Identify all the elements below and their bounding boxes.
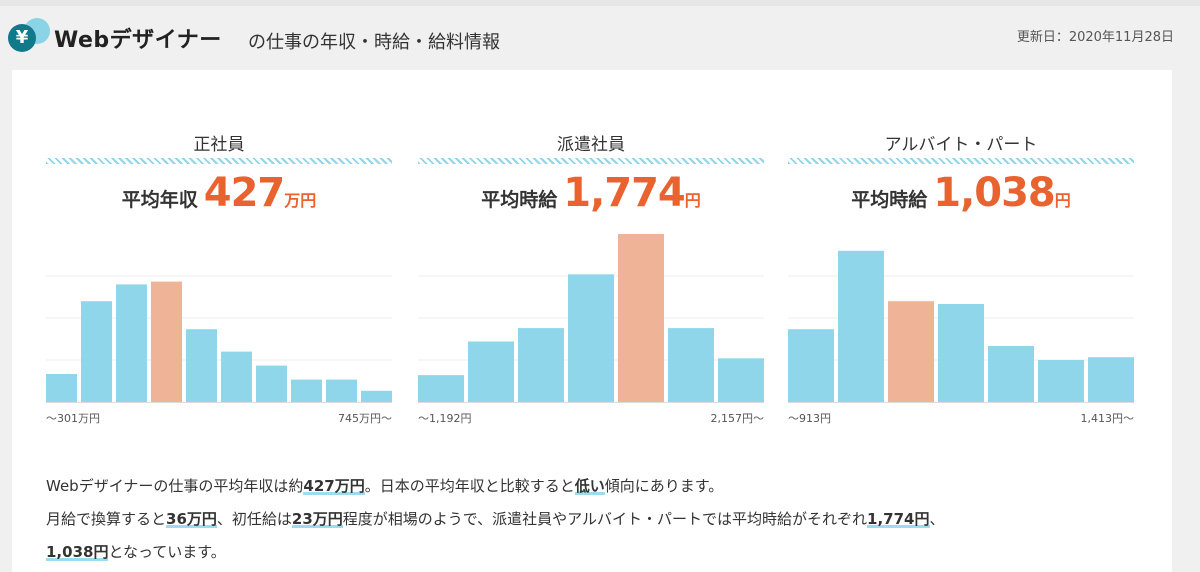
highlight-comparison: 低い (574, 477, 605, 495)
axis-max-label: 1,413円〜 (1080, 412, 1135, 425)
summary-text-span: 、初任給は (216, 510, 292, 528)
histogram-bar (326, 379, 357, 402)
histogram-bar (81, 301, 112, 402)
summary-text-span: 程度が相場のようで、派遣社員やアルバイト・パートでは平均時給がそれぞれ (342, 510, 868, 528)
column-parttime: アルバイト・パート 平均時給 1,038円 〜913円 1,413円〜 (788, 70, 1134, 450)
stripe-divider (788, 158, 1134, 164)
salary-card: 正社員 平均年収 427万円 〜301万円 745万円〜 派遣社員 平均時給 1,7… (12, 70, 1172, 572)
histogram-bar (361, 390, 392, 402)
histogram-bar (468, 341, 514, 402)
summary-text: Webデザイナーの仕事の平均年収は約427万円。日本の平均年収と比較すると低い傾… (46, 470, 1146, 569)
column-dispatch: 派遣社員 平均時給 1,774円 〜1,192円 2,157円〜 (418, 70, 764, 450)
axis-min-label: 〜301万円 (46, 412, 100, 425)
histogram-bar (1088, 357, 1134, 402)
histogram-chart-fulltime (46, 275, 392, 403)
axis-max-label: 745万円〜 (338, 412, 392, 425)
histogram-bar (256, 365, 287, 402)
histogram-bar-average (618, 234, 664, 402)
summary-text-span: Webデザイナーの仕事の平均年収は約 (46, 477, 304, 495)
histogram-bar-average (888, 301, 934, 402)
histogram-bar (186, 329, 217, 402)
page-subtitle: の仕事の年収・時給・給料情報 (248, 32, 500, 53)
average-value: 427 (203, 170, 285, 216)
summary-text-span: 傾向にあります。 (604, 477, 724, 495)
axis-min-label: 〜1,192円 (418, 412, 472, 425)
average-label: 平均年収 (121, 189, 198, 211)
summary-line: 月給で換算すると36万円、初任給は23万円程度が相場のようで、派遣社員やアルバイ… (46, 503, 1146, 536)
histogram-bar (46, 374, 77, 402)
stripe-divider (418, 158, 764, 164)
average-salary: 平均時給 1,774円 (418, 170, 764, 216)
histogram-bar (938, 304, 984, 402)
average-unit: 円 (684, 191, 701, 210)
updated-date: 更新日：2020年11月28日 (1016, 30, 1174, 45)
highlight-parttime-hourly: 1,038円 (46, 543, 109, 561)
highlight-annual-salary: 427万円 (303, 477, 365, 495)
highlight-dispatch-hourly: 1,774円 (867, 510, 930, 528)
average-label: 平均時給 (851, 189, 928, 211)
page-title: Webデザイナー (54, 28, 222, 53)
axis-max-label: 2,157円〜 (710, 412, 765, 425)
summary-text-span: 、 (929, 510, 945, 528)
average-salary: 平均年収 427万円 (46, 170, 392, 216)
summary-text-span: となっています。 (108, 543, 226, 561)
highlight-starting-salary: 23万円 (291, 510, 343, 528)
histogram-bar (838, 250, 884, 402)
average-salary: 平均時給 1,038円 (788, 170, 1134, 216)
average-unit: 万円 (284, 191, 317, 210)
summary-text-span: 。日本の平均年収と比較すると (364, 477, 575, 495)
column-title: アルバイト・パート (884, 135, 1038, 155)
histogram-chart-dispatch (418, 234, 764, 403)
column-title: 派遣社員 (557, 135, 625, 155)
histogram-bar (568, 274, 614, 402)
highlight-monthly-salary: 36万円 (166, 510, 217, 528)
average-unit: 円 (1054, 191, 1071, 210)
histogram-bar (788, 329, 834, 402)
column-title: 正社員 (193, 135, 245, 155)
summary-text-span: 月給で換算すると (46, 510, 167, 528)
column-fulltime: 正社員 平均年収 427万円 〜301万円 745万円〜 (46, 70, 392, 450)
histogram-bar (718, 358, 764, 402)
histogram-bar (291, 379, 322, 402)
average-label: 平均時給 (481, 189, 558, 211)
histogram-bar-average (151, 281, 182, 402)
summary-line: 1,038円となっています。 (46, 536, 1146, 569)
top-border (0, 0, 1200, 6)
histogram-bar (116, 284, 147, 402)
page-header: ¥ Webデザイナー の仕事の年収・時給・給料情報 更新日：2020年11月28… (0, 6, 1200, 68)
histogram-chart-parttime (788, 250, 1134, 403)
histogram-bar (988, 346, 1034, 402)
histogram-bar (1038, 360, 1084, 402)
histogram-bar (221, 351, 252, 402)
average-value: 1,038 (933, 170, 1056, 216)
stripe-divider (46, 158, 392, 164)
yen-coin-icon: ¥ (8, 18, 50, 52)
histogram-bar (518, 328, 564, 402)
histogram-bar (418, 375, 464, 402)
summary-line: Webデザイナーの仕事の平均年収は約427万円。日本の平均年収と比較すると低い傾… (46, 470, 1146, 503)
axis-min-label: 〜913円 (788, 412, 831, 425)
average-value: 1,774 (563, 170, 686, 216)
histogram-bar (668, 328, 714, 402)
